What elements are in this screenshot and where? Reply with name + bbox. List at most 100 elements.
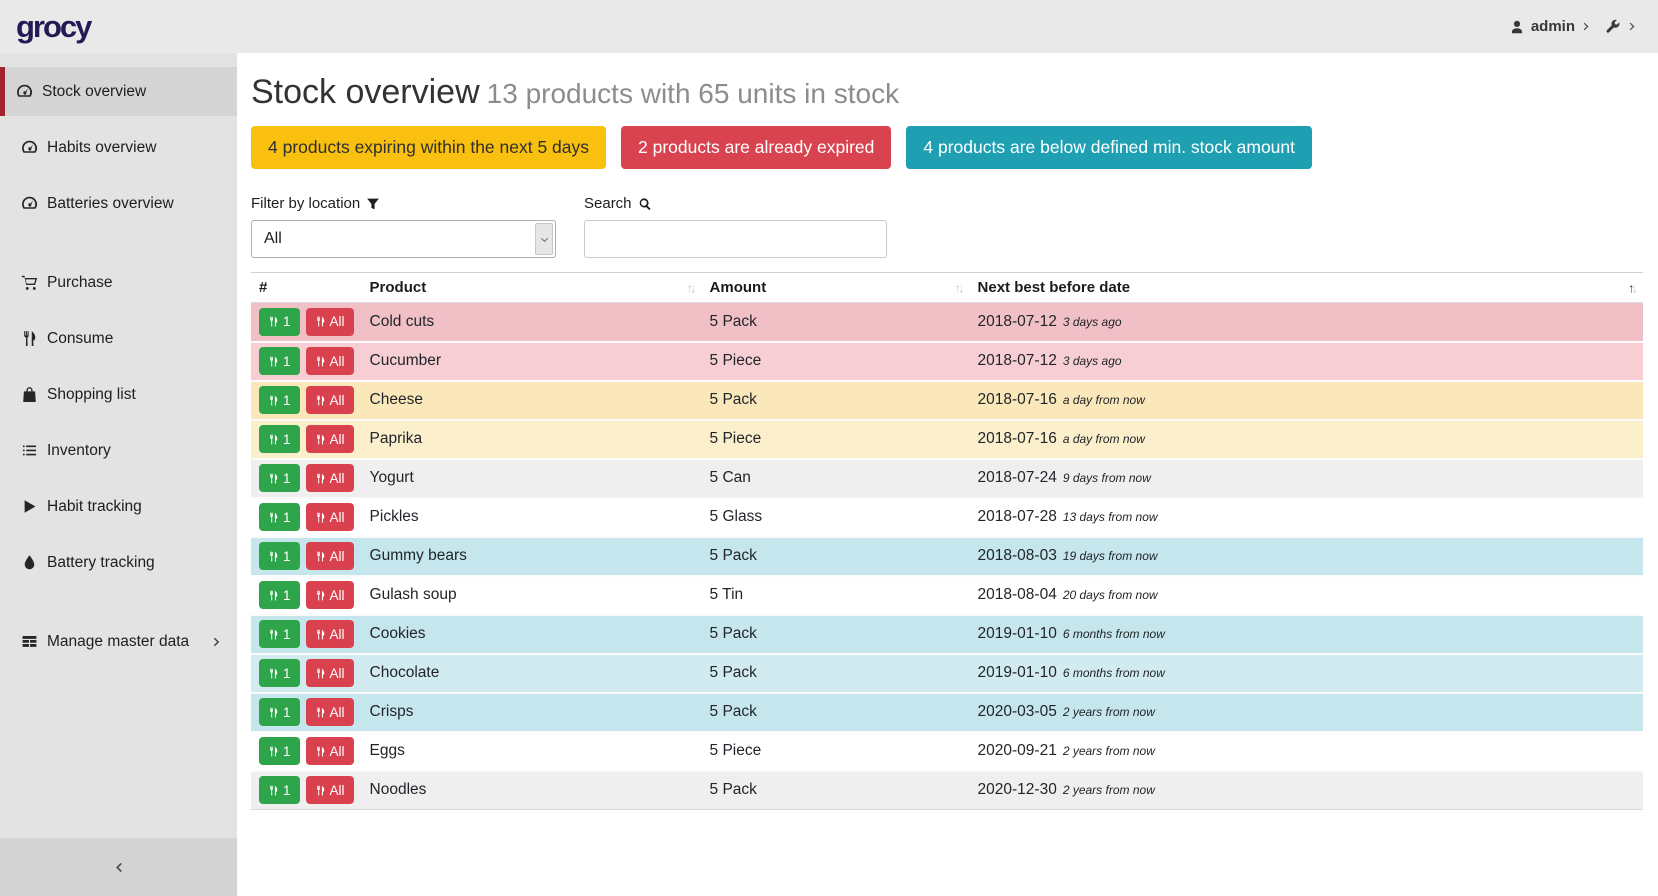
sidebar-item-shopping-list[interactable]: Shopping list: [0, 370, 237, 419]
product-cell: Noodles: [362, 771, 702, 810]
stock-row-cold-cuts: 1AllCold cuts5 Pack2018-07-123 days ago: [251, 303, 1643, 342]
consume-all-button[interactable]: All: [306, 347, 354, 375]
sidebar-item-batteries-overview[interactable]: Batteries overview: [0, 179, 237, 228]
column-header-next-best-before-date[interactable]: Next best before date↑↓: [970, 273, 1643, 303]
sidebar-item-habit-tracking[interactable]: Habit tracking: [0, 482, 237, 531]
sidebar-item-inventory[interactable]: Inventory: [0, 426, 237, 475]
actions-cell: 1All: [251, 498, 362, 537]
consume-all-button[interactable]: All: [306, 581, 354, 609]
alert-danger[interactable]: 2 products are already expired: [621, 126, 891, 169]
consume-all-button[interactable]: All: [306, 425, 354, 453]
consume-one-button[interactable]: 1: [259, 542, 300, 570]
consume-all-button[interactable]: All: [306, 659, 354, 687]
location-filter-group: Filter by location All: [251, 195, 556, 258]
product-cell: Cheese: [362, 381, 702, 420]
user-menu-label: admin: [1531, 18, 1575, 35]
utensils-icon: [268, 355, 279, 368]
stock-row-pickles: 1AllPickles5 Glass2018-07-2813 days from…: [251, 498, 1643, 537]
product-cell: Cold cuts: [362, 303, 702, 342]
column-header-amount[interactable]: Amount↑↓: [702, 273, 970, 303]
consume-all-button[interactable]: All: [306, 698, 354, 726]
consume-all-button[interactable]: All: [306, 308, 354, 336]
consume-one-button[interactable]: 1: [259, 308, 300, 336]
utensils-icon: [315, 745, 326, 758]
utensils-icon: [21, 330, 38, 347]
consume-one-button[interactable]: 1: [259, 581, 300, 609]
app-logo[interactable]: grocy: [16, 11, 90, 42]
cart-icon: [21, 274, 38, 291]
best-before-cell: 2018-08-0420 days from now: [970, 576, 1643, 615]
utensils-icon: [268, 784, 279, 797]
sidebar-item-consume[interactable]: Consume: [0, 314, 237, 363]
consume-all-button[interactable]: All: [306, 542, 354, 570]
sidebar-item-stock-overview[interactable]: Stock overview: [0, 67, 237, 116]
stock-alerts: 4 products expiring within the next 5 da…: [251, 126, 1643, 169]
user-menu[interactable]: admin: [1509, 18, 1592, 35]
stock-table: #Product↑↓Amount↑↓Next best before date↑…: [251, 272, 1643, 810]
consume-one-button[interactable]: 1: [259, 659, 300, 687]
consume-one-button[interactable]: 1: [259, 698, 300, 726]
consume-one-button[interactable]: 1: [259, 347, 300, 375]
consume-one-button[interactable]: 1: [259, 425, 300, 453]
consume-all-button[interactable]: All: [306, 503, 354, 531]
search-input[interactable]: [584, 220, 887, 258]
amount-cell: 5 Piece: [702, 342, 970, 381]
best-before-cell: 2019-01-106 months from now: [970, 615, 1643, 654]
sidebar-nav: Stock overview Habits overview Batteries o…: [0, 53, 237, 666]
stock-row-yogurt: 1AllYogurt5 Can2018-07-249 days from now: [251, 459, 1643, 498]
alert-warning[interactable]: 4 products expiring within the next 5 da…: [251, 126, 606, 169]
best-before-cell: 2018-07-123 days ago: [970, 303, 1643, 342]
sidebar-item-battery-tracking[interactable]: Battery tracking: [0, 538, 237, 587]
tachometer-icon: [21, 195, 38, 212]
relative-time: 3 days ago: [1063, 315, 1122, 329]
sidebar-item-label: Manage master data: [47, 633, 189, 651]
consume-one-button[interactable]: 1: [259, 737, 300, 765]
location-filter-label: Filter by location: [251, 195, 556, 212]
stock-row-cookies: 1AllCookies5 Pack2019-01-106 months from…: [251, 615, 1643, 654]
column-header-product[interactable]: Product↑↓: [362, 273, 702, 303]
consume-all-button[interactable]: All: [306, 776, 354, 804]
sidebar-item-manage-master-data[interactable]: Manage master data: [0, 617, 237, 666]
consume-one-button[interactable]: 1: [259, 386, 300, 414]
sidebar-item-label: Stock overview: [42, 83, 146, 101]
relative-time: a day from now: [1063, 393, 1145, 407]
best-before-cell: 2018-07-123 days ago: [970, 342, 1643, 381]
consume-one-button[interactable]: 1: [259, 776, 300, 804]
sidebar-item-purchase[interactable]: Purchase: [0, 258, 237, 307]
utensils-icon: [268, 589, 279, 602]
search-group: Search: [584, 195, 887, 258]
relative-time: 2 years from now: [1063, 744, 1155, 758]
utensils-icon: [268, 667, 279, 680]
sidebar-collapse-button[interactable]: [0, 838, 237, 896]
column-header-actions: #: [251, 273, 362, 303]
location-select[interactable]: All: [251, 220, 556, 258]
settings-menu[interactable]: [1605, 19, 1638, 35]
chevron-right-icon: [1627, 21, 1638, 32]
actions-cell: 1All: [251, 615, 362, 654]
consume-all-button[interactable]: All: [306, 620, 354, 648]
stock-row-noodles: 1AllNoodles5 Pack2020-12-302 years from …: [251, 771, 1643, 810]
product-cell: Cucumber: [362, 342, 702, 381]
consume-one-button[interactable]: 1: [259, 620, 300, 648]
stock-row-gummy-bears: 1AllGummy bears5 Pack2018-08-0319 days f…: [251, 537, 1643, 576]
sidebar-item-label: Habits overview: [47, 139, 156, 157]
best-before-cell: 2018-07-16a day from now: [970, 381, 1643, 420]
select-arrow: [535, 223, 553, 255]
consume-one-button[interactable]: 1: [259, 464, 300, 492]
consume-all-button[interactable]: All: [306, 386, 354, 414]
page-title-text: Stock overview: [251, 73, 480, 111]
consume-all-button[interactable]: All: [306, 737, 354, 765]
actions-cell: 1All: [251, 459, 362, 498]
actions-cell: 1All: [251, 420, 362, 459]
page-subtitle: 13 products with 65 units in stock: [487, 78, 899, 109]
alert-info[interactable]: 4 products are below defined min. stock …: [906, 126, 1312, 169]
utensils-icon: [268, 315, 279, 328]
consume-one-button[interactable]: 1: [259, 503, 300, 531]
product-cell: Crisps: [362, 693, 702, 732]
actions-cell: 1All: [251, 654, 362, 693]
main-content: Stock overview13 products with 65 units …: [237, 53, 1658, 810]
utensils-icon: [315, 784, 326, 797]
consume-all-button[interactable]: All: [306, 464, 354, 492]
sidebar-item-habits-overview[interactable]: Habits overview: [0, 123, 237, 172]
actions-cell: 1All: [251, 576, 362, 615]
